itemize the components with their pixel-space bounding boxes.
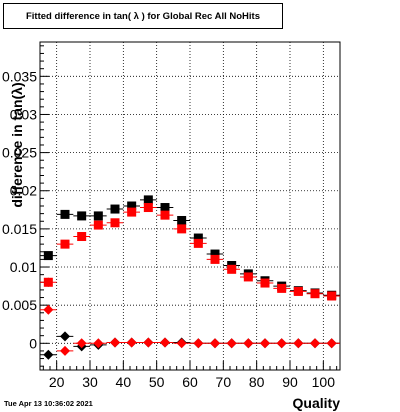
data-point-square <box>160 203 170 213</box>
data-point-square <box>177 224 187 234</box>
data-point-diamond <box>43 304 54 315</box>
data-point-square <box>210 254 220 264</box>
data-point-square <box>327 291 337 301</box>
x-axis-label: Quality <box>293 395 341 411</box>
data-point-square <box>193 238 203 248</box>
data-point-diamond <box>193 338 204 349</box>
data-point-square <box>43 277 53 287</box>
data-point-square <box>277 283 287 293</box>
data-point-square <box>193 233 203 243</box>
data-point-square <box>160 210 170 220</box>
data-point-diamond <box>276 338 287 349</box>
data-point-diamond <box>43 349 54 360</box>
x-tick-label: 60 <box>182 374 198 390</box>
data-markers <box>40 195 340 360</box>
data-point-diamond <box>176 338 187 349</box>
x-tick-label: 40 <box>116 374 132 390</box>
data-point-square <box>260 278 270 288</box>
data-point-diamond <box>110 337 120 348</box>
data-point-diamond <box>76 338 87 349</box>
y-tick-label: 0.02 <box>10 183 37 199</box>
data-point-diamond <box>260 338 270 349</box>
data-point-diamond <box>210 338 220 349</box>
data-point-square <box>93 211 103 221</box>
y-axis-label: difference in tan(λ) <box>9 82 25 207</box>
data-point-square <box>110 204 120 214</box>
timestamp: Tue Apr 13 10:36:02 2021 <box>4 399 93 408</box>
data-point-square <box>310 289 320 299</box>
grid <box>40 42 340 370</box>
data-point-square <box>110 218 120 228</box>
y-tick-label: 0 <box>29 335 37 351</box>
data-point-square <box>227 264 237 274</box>
data-point-square <box>93 220 103 230</box>
x-tick-label: 80 <box>249 374 265 390</box>
axis-ticks: 20 30 40 50 60 70 80 90 100 0 0.005 0.01 0.015 0.02 0.… <box>2 45 338 390</box>
y-tick-label: 0.015 <box>2 221 37 237</box>
data-point-diamond <box>93 338 104 349</box>
y-tick-label: 0.005 <box>2 297 37 313</box>
data-point-square <box>127 201 137 211</box>
data-point-diamond <box>326 338 337 349</box>
data-point-square <box>60 239 70 249</box>
plot-frame <box>39 41 341 371</box>
data-point-diamond <box>60 331 70 342</box>
data-point-diamond <box>60 345 70 356</box>
x-tick-label: 100 <box>312 374 336 390</box>
data-point-diamond <box>126 337 137 348</box>
y-tick-label: 0.01 <box>10 259 37 275</box>
data-point-square <box>43 251 53 261</box>
data-point-diamond <box>243 338 254 349</box>
data-point-diamond <box>160 337 170 348</box>
x-tick-label: 70 <box>216 374 232 390</box>
x-tick-label: 20 <box>49 374 65 390</box>
y-tick-label: 0.025 <box>2 145 37 161</box>
y-tick-label: 0.035 <box>2 68 37 84</box>
chart-title: Fitted difference in tan( λ ) for Global… <box>25 11 260 22</box>
data-point-square <box>210 249 220 259</box>
data-point-square <box>177 215 187 225</box>
data-point-square <box>143 203 153 213</box>
data-point-square <box>143 195 153 205</box>
x-tick-label: 50 <box>149 374 165 390</box>
title-box: Fitted difference in tan( λ ) for Global… <box>3 3 283 29</box>
x-tick-label: 90 <box>282 374 298 390</box>
data-point-square <box>243 272 253 282</box>
data-point-square <box>127 207 137 217</box>
data-point-diamond <box>310 338 320 349</box>
data-point-square <box>60 209 70 219</box>
data-point-square <box>77 232 87 242</box>
x-tick-label: 30 <box>82 374 98 390</box>
y-tick-label: 0.03 <box>10 106 37 122</box>
data-point-diamond <box>143 337 154 348</box>
data-point-square <box>77 211 87 221</box>
data-point-diamond <box>293 338 304 349</box>
data-point-square <box>293 286 303 296</box>
data-point-diamond <box>226 338 237 349</box>
